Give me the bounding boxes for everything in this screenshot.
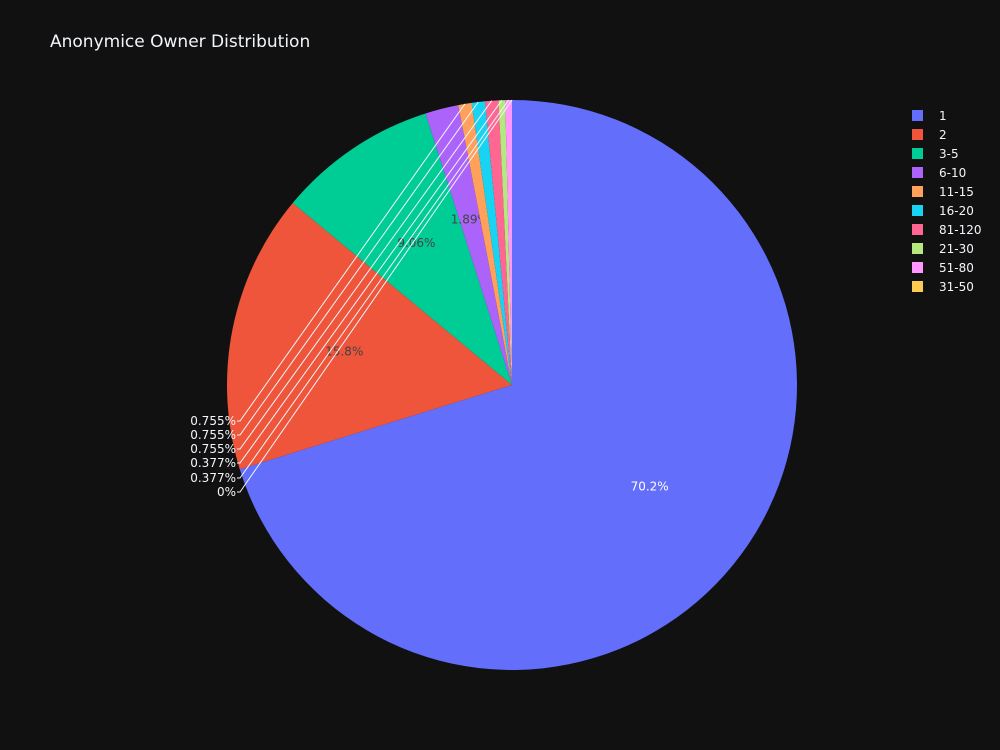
leader-line-81-120 <box>237 100 493 450</box>
legend-swatch <box>912 243 923 254</box>
slice-label-2: 15.8% <box>325 345 363 359</box>
legend-swatch <box>912 281 923 292</box>
legend-item-3-5[interactable]: 3-5 <box>912 144 982 163</box>
legend-label: 21-30 <box>939 241 974 256</box>
legend-label: 11-15 <box>939 184 974 199</box>
legend-label: 2 <box>939 127 947 142</box>
legend-label: 6-10 <box>939 165 967 180</box>
legend-swatch <box>912 224 923 235</box>
slice-label-51-80: 0.377% <box>190 471 236 485</box>
pie-slice-6-10[interactable] <box>425 105 512 386</box>
pie-slice-11-15[interactable] <box>458 102 512 386</box>
legend-item-21-30[interactable]: 21-30 <box>912 239 982 258</box>
slice-label-6-10: 1.89% <box>451 212 489 226</box>
slice-label-81-120: 0.755% <box>190 442 236 456</box>
pie-slice-51-80[interactable] <box>505 100 512 385</box>
legend-swatch <box>912 110 923 121</box>
legend-item-6-10[interactable]: 6-10 <box>912 163 982 182</box>
legend-label: 16-20 <box>939 203 974 218</box>
legend-item-51-80[interactable]: 51-80 <box>912 258 982 277</box>
legend-swatch <box>912 205 923 216</box>
leader-line-16-20 <box>237 101 479 436</box>
legend-label: 51-80 <box>939 260 974 275</box>
legend-label: 3-5 <box>939 146 959 161</box>
slice-label-3-5: 9.06% <box>397 236 435 250</box>
pie-slice-21-30[interactable] <box>498 100 512 385</box>
legend-swatch <box>912 186 923 197</box>
legend-item-16-20[interactable]: 16-20 <box>912 201 982 220</box>
leader-line-21-30 <box>237 99 503 464</box>
legend-swatch <box>912 129 923 140</box>
slice-label-16-20: 0.755% <box>190 428 236 442</box>
chart-title: Anonymice Owner Distribution <box>50 32 311 52</box>
legend-item-31-50[interactable]: 31-50 <box>912 277 982 296</box>
legend-item-11-15[interactable]: 11-15 <box>912 182 982 201</box>
legend-label: 31-50 <box>939 279 974 294</box>
slice-label-11-15: 0.755% <box>190 414 236 428</box>
legend: 1 2 3-5 6-10 11-15 16-20 81-120 21-30 51-80 31-50 <box>912 106 982 296</box>
leader-line-11-15 <box>237 103 466 422</box>
leader-line-51-80 <box>237 99 510 479</box>
legend-item-2[interactable]: 2 <box>912 125 982 144</box>
pie-slice-1[interactable] <box>239 100 797 670</box>
legend-item-1[interactable]: 1 <box>912 106 982 125</box>
legend-label: 1 <box>939 108 947 123</box>
pie-slice-2[interactable] <box>227 202 513 470</box>
leader-line-31-50 <box>237 99 513 493</box>
slice-label-21-30: 0.377% <box>190 456 236 470</box>
pie-slice-16-20[interactable] <box>471 101 512 385</box>
legend-label: 81-120 <box>939 222 982 237</box>
legend-swatch <box>912 167 923 178</box>
legend-item-81-120[interactable]: 81-120 <box>912 220 982 239</box>
legend-swatch <box>912 262 923 273</box>
legend-swatch <box>912 148 923 159</box>
slice-label-1: 70.2% <box>631 479 669 493</box>
pie-slice-81-120[interactable] <box>485 100 512 385</box>
slice-label-31-50: 0% <box>217 485 236 499</box>
